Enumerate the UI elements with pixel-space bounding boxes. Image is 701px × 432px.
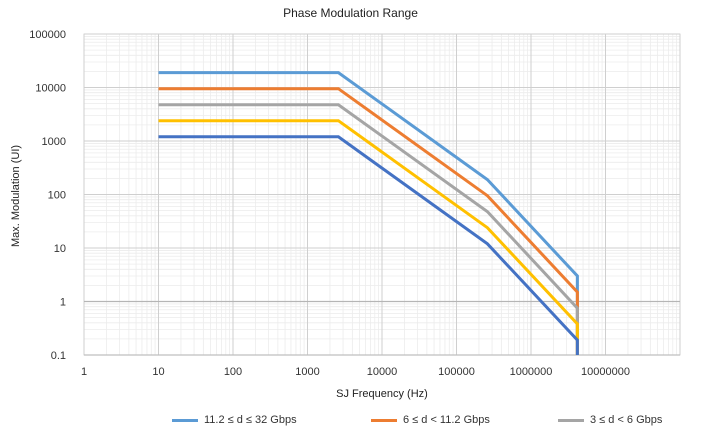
y-tick-label: 1 — [60, 297, 66, 309]
x-tick-label: 1000 — [295, 366, 319, 378]
x-tick-label: 10 — [152, 366, 164, 378]
y-tick-label: 10 — [54, 243, 66, 255]
y-tick-label: 0.1 — [51, 350, 66, 362]
legend-label: 11.2 ≤ d ≤ 32 Gbps — [204, 414, 297, 426]
legend-swatch — [558, 418, 584, 422]
x-tick-label: 10000000 — [581, 366, 630, 378]
legend-swatch — [172, 418, 198, 422]
x-tick-label: 10000 — [367, 366, 398, 378]
x-axis-label: SJ Frequency (Hz) — [336, 388, 428, 400]
legend-item: 3 ≤ d < 6 Gbps — [558, 414, 662, 426]
tick-labels: 1 10 100 1000 10000 100000 1000000 10000000 0.1 1… — [29, 29, 630, 378]
x-tick-label: 100 — [224, 366, 242, 378]
y-tick-label: 100000 — [29, 29, 66, 41]
legend-item: 6 ≤ d < 11.2 Gbps — [371, 414, 490, 426]
legend-label: 3 ≤ d < 6 Gbps — [590, 414, 663, 426]
legend-swatch — [371, 418, 397, 422]
y-tick-label: 10000 — [35, 83, 66, 95]
y-tick-label: 1000 — [42, 136, 66, 148]
x-tick-label: 100000 — [438, 366, 475, 378]
x-tick-label: 1000000 — [510, 366, 553, 378]
y-tick-label: 100 — [48, 190, 66, 202]
series-layer — [158, 71, 579, 355]
legend-label: 6 ≤ d < 11.2 Gbps — [403, 414, 490, 426]
series-line — [158, 119, 579, 355]
chart-title: Phase Modulation Range — [283, 6, 418, 20]
legend-item: 11.2 ≤ d ≤ 32 Gbps — [172, 414, 297, 426]
series-line — [158, 135, 579, 355]
legend: 11.2 ≤ d ≤ 32 Gbps 6 ≤ d < 11.2 Gbps 3 ≤… — [0, 414, 701, 430]
x-tick-label: 1 — [81, 366, 87, 378]
